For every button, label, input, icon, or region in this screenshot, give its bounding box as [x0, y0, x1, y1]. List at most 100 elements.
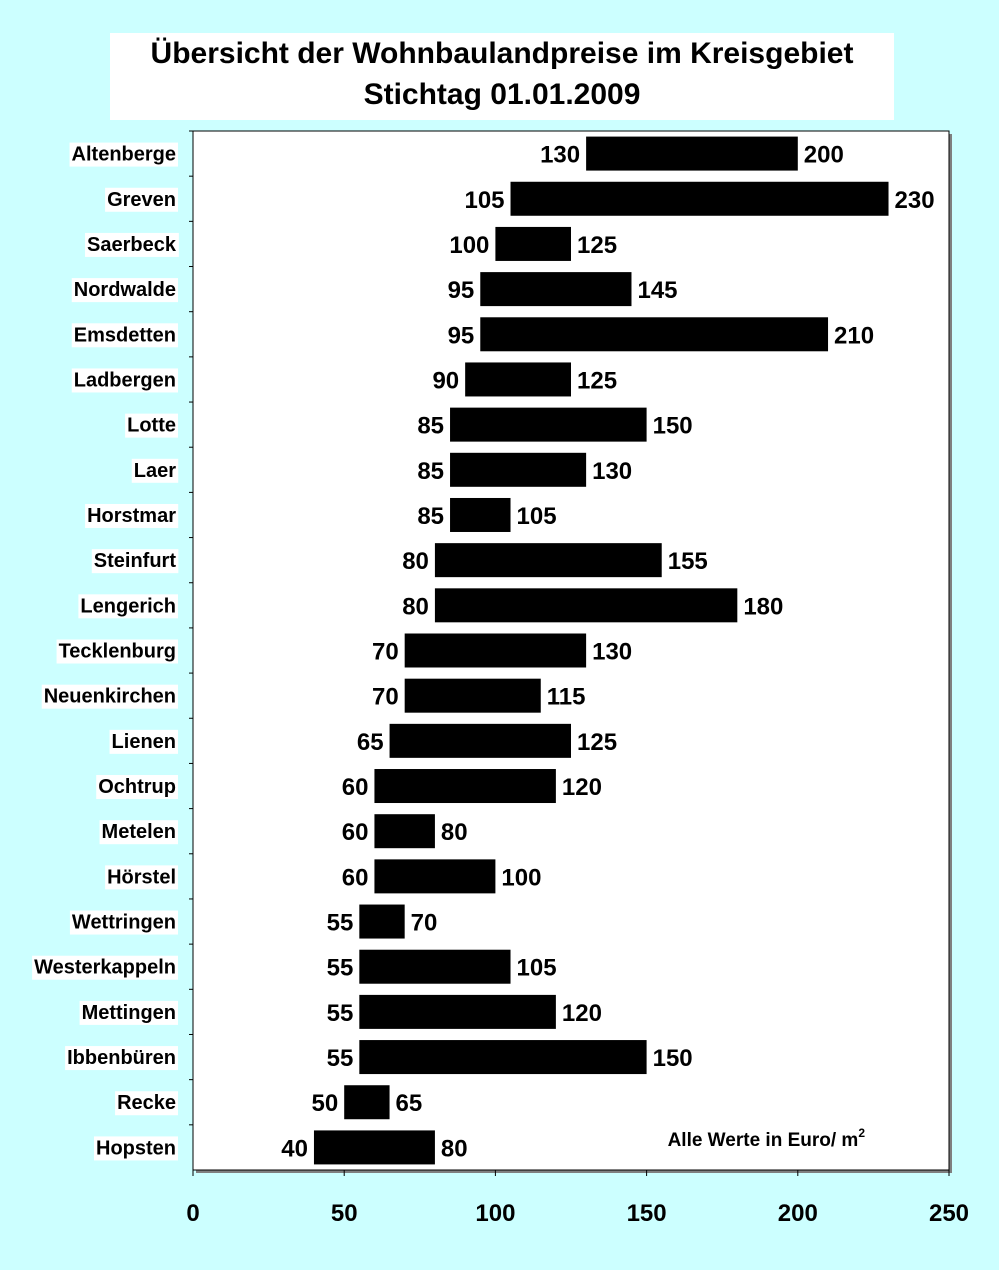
- category-label-wettringen: Wettringen: [72, 912, 176, 934]
- category-label-bg-westerkappeln: [32, 955, 178, 980]
- bar-hopsten: [313, 1130, 435, 1165]
- max-label-lienen: 125: [577, 729, 617, 756]
- category-label-bg-wettringen: [69, 910, 178, 935]
- max-label-mettingen: 120: [562, 1000, 602, 1027]
- bar-mettingen: [359, 994, 556, 1029]
- min-label-lengerich: 80: [402, 593, 429, 620]
- bar-emsdetten: [480, 317, 829, 352]
- chart-subtitle: Stichtag 01.01.2009: [363, 78, 641, 111]
- category-label-bg-laer: [131, 458, 179, 483]
- min-label-westerkappeln: 55: [327, 955, 354, 982]
- category-label-greven: Greven: [107, 189, 176, 211]
- bar-ibbenbueren: [359, 1040, 647, 1075]
- min-label-tecklenburg: 70: [372, 639, 399, 666]
- category-label-mettingen: Mettingen: [82, 1002, 176, 1024]
- max-label-greven: 230: [895, 187, 935, 214]
- unit-annotation: Alle Werte in Euro/ m2: [668, 1126, 866, 1151]
- x-tick-label-100: 100: [475, 1200, 515, 1227]
- min-label-steinfurt: 80: [402, 548, 429, 575]
- category-label-ochtrup: Ochtrup: [98, 776, 176, 798]
- max-label-westerkappeln: 105: [517, 955, 557, 982]
- category-label-tecklenburg: Tecklenburg: [59, 641, 176, 663]
- min-label-wettringen: 55: [327, 910, 354, 937]
- min-label-metelen: 60: [342, 819, 369, 846]
- x-tick-label-0: 0: [186, 1200, 199, 1227]
- category-label-bg-horstmar: [85, 503, 179, 528]
- category-label-bg-hopsten: [94, 1136, 178, 1161]
- max-label-emsdetten: 210: [834, 322, 874, 349]
- category-label-bg-altenberge: [69, 142, 178, 167]
- min-label-horstmar: 85: [417, 503, 444, 530]
- category-label-recke: Recke: [117, 1092, 176, 1114]
- category-label-bg-lienen: [109, 729, 178, 754]
- bar-steinfurt: [434, 543, 662, 578]
- category-label-nordwalde: Nordwalde: [74, 279, 176, 301]
- category-label-bg-lotte: [125, 413, 178, 438]
- bar-ochtrup: [374, 769, 556, 804]
- max-label-neuenkirchen: 115: [547, 684, 586, 711]
- category-label-lotte: Lotte: [127, 415, 176, 437]
- category-label-bg-hoerstel: [105, 865, 178, 890]
- x-tick-label-200: 200: [778, 1200, 818, 1227]
- unit-superscript: 2: [858, 1126, 865, 1140]
- min-label-altenberge: 130: [540, 142, 580, 169]
- x-tick-label-250: 250: [929, 1200, 969, 1227]
- bar-greven: [510, 181, 889, 216]
- category-label-bg-lengerich: [78, 594, 178, 619]
- min-label-mettingen: 55: [327, 1000, 354, 1027]
- min-label-nordwalde: 95: [448, 277, 475, 304]
- bar-lotte: [450, 407, 647, 442]
- bar-metelen: [374, 814, 435, 849]
- category-label-ibbenbueren: Ibbenbüren: [67, 1047, 176, 1069]
- max-label-ibbenbueren: 150: [653, 1045, 693, 1072]
- bar-lienen: [389, 723, 571, 758]
- min-label-ochtrup: 60: [342, 774, 369, 801]
- bar-saerbeck: [495, 226, 571, 261]
- category-label-neuenkirchen: Neuenkirchen: [44, 686, 176, 708]
- category-label-bg-ibbenbueren: [65, 1046, 178, 1071]
- category-label-saerbeck: Saerbeck: [87, 234, 177, 256]
- category-label-lengerich: Lengerich: [80, 595, 176, 617]
- max-label-steinfurt: 155: [668, 548, 708, 575]
- max-label-lengerich: 180: [743, 593, 783, 620]
- x-tick-label-50: 50: [331, 1200, 358, 1227]
- bar-neuenkirchen: [404, 678, 541, 713]
- max-label-horstmar: 105: [517, 503, 557, 530]
- bar-tecklenburg: [404, 633, 587, 668]
- category-label-lienen: Lienen: [112, 731, 176, 753]
- bar-westerkappeln: [359, 949, 511, 984]
- max-label-altenberge: 200: [804, 142, 844, 169]
- x-tick-label-150: 150: [627, 1200, 667, 1227]
- max-label-lotte: 150: [653, 413, 693, 440]
- chart-title: Übersicht der Wohnbaulandpreise im Kreis…: [150, 37, 854, 70]
- min-label-ladbergen: 90: [432, 367, 459, 394]
- category-label-bg-steinfurt: [91, 549, 179, 574]
- bar-altenberge: [586, 136, 798, 171]
- min-label-hopsten: 40: [281, 1135, 308, 1162]
- bar-hoerstel: [374, 859, 496, 894]
- category-label-westerkappeln: Westerkappeln: [34, 957, 176, 979]
- category-label-ladbergen: Ladbergen: [74, 369, 176, 391]
- category-label-hoerstel: Hörstel: [107, 866, 176, 888]
- category-label-bg-tecklenburg: [56, 639, 178, 664]
- bar-laer: [450, 452, 587, 487]
- category-label-bg-neuenkirchen: [41, 684, 178, 709]
- axes-group: Altenberge Greven Saerbeck Nordwalde Emsdett…: [32, 130, 969, 1227]
- category-label-steinfurt: Steinfurt: [94, 550, 177, 572]
- max-label-metelen: 80: [441, 819, 468, 846]
- category-label-hopsten: Hopsten: [96, 1137, 176, 1159]
- bar-ladbergen: [465, 362, 571, 397]
- max-label-hopsten: 80: [441, 1135, 468, 1162]
- category-label-horstmar: Horstmar: [87, 505, 176, 527]
- max-label-recke: 65: [396, 1090, 423, 1117]
- bar-lengerich: [434, 588, 738, 623]
- bars-group: 130 200 105 230 100 125 95 145 95 210 90 125 85 150 85…: [281, 136, 935, 1165]
- category-label-laer: Laer: [134, 460, 176, 482]
- max-label-laer: 130: [592, 458, 632, 485]
- max-label-ladbergen: 125: [577, 367, 617, 394]
- category-label-bg-greven: [105, 187, 178, 212]
- min-label-saerbeck: 100: [449, 232, 489, 259]
- min-label-laer: 85: [417, 458, 444, 485]
